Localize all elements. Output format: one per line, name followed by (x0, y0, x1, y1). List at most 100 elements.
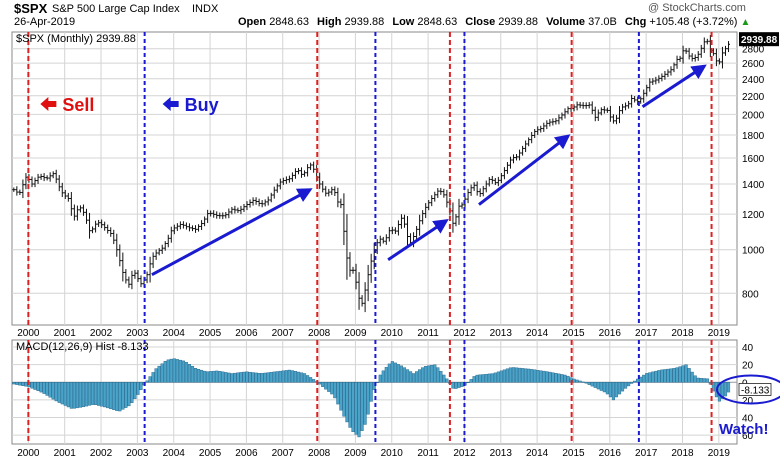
macd-hist-bar (620, 382, 625, 392)
macd-hist-bar (499, 370, 503, 383)
macd-hist-bar (681, 365, 685, 383)
macd-x-tick-label: 2002 (90, 448, 113, 459)
macd-x-tick-label: 2010 (381, 448, 404, 459)
macd-hist-bar (293, 371, 298, 383)
macd-hist-bar (502, 369, 506, 383)
macd-hist-bar (645, 373, 649, 383)
macd-hist-bar (633, 380, 637, 383)
macd-hist-bar (354, 382, 358, 435)
open-label: Open (238, 16, 267, 28)
macd-hist-bar (109, 382, 113, 410)
macd-hist-bar (660, 369, 664, 383)
macd-hist-bar (587, 382, 591, 385)
macd-hist-bar (402, 367, 407, 383)
macd-hist-bar (290, 370, 294, 383)
macd-hist-bar (118, 382, 122, 412)
header-exchange: INDX (192, 3, 219, 15)
macd-hist-bar (94, 382, 98, 405)
macd-hist-bar (424, 366, 428, 383)
macd-hist-bar (466, 382, 470, 384)
macd-hist-bar (484, 373, 488, 383)
macd-hist-bar (396, 364, 400, 383)
price-x-tick-label: 2015 (562, 328, 585, 339)
macd-hist-bar (103, 382, 107, 408)
buy-arrow-icon (162, 97, 179, 111)
macd-hist-bar (378, 374, 382, 383)
macd-hist-bar (333, 382, 337, 399)
macd-hist-bar (24, 382, 28, 387)
macd-hist-bar (139, 382, 143, 390)
macd-hist-bar (269, 372, 273, 383)
macd-hist-bar (236, 372, 240, 383)
macd-hist-bar (639, 376, 643, 383)
macd-hist-bar (581, 381, 585, 383)
macd-y-tick-label: 40 (742, 414, 754, 425)
macd-hist-bar (442, 374, 446, 383)
macd-hist-bar (151, 372, 155, 383)
macd-hist-bar (487, 373, 491, 383)
macd-x-tick-label: 2009 (344, 448, 367, 459)
macd-hist-bar (705, 378, 709, 383)
macd-hist-bar (490, 373, 494, 383)
macd-hist-bar (15, 382, 19, 385)
macd-hist-bar (348, 382, 352, 428)
macd-hist-bar (175, 359, 179, 383)
macd-hist-bar (275, 371, 279, 383)
macd-x-tick-label: 2017 (635, 448, 658, 459)
up-arrow-icon: ▲ (740, 17, 751, 28)
macd-hist-bar (42, 382, 46, 394)
macd-y-tick-label: 60 (742, 431, 754, 442)
macd-hist-bar (296, 371, 301, 383)
price-y-tick-label: 1000 (742, 246, 765, 257)
price-y-tick-label: 800 (742, 289, 759, 300)
macd-hist-bar (545, 371, 549, 383)
macd-hist-bar (63, 382, 67, 406)
macd-hist-bar (548, 371, 552, 383)
macd-histogram (12, 358, 731, 438)
macd-hist-bar (66, 382, 70, 408)
price-last-tag: 2939.88 (741, 35, 778, 46)
macd-hist-bar (187, 364, 192, 383)
macd-hist-bar (321, 382, 325, 387)
macd-hist-bar (702, 378, 706, 383)
macd-hist-bar (157, 365, 161, 383)
macd-hist-bar (514, 367, 519, 383)
macd-hist-bar (39, 382, 43, 393)
macd-hist-bar (209, 371, 213, 383)
macd-hist-bar (572, 378, 576, 383)
macd-hist-bar (690, 371, 694, 383)
price-x-tick-label: 2009 (344, 328, 367, 339)
price-x-tick-label: 2010 (381, 328, 404, 339)
macd-hist-bar (163, 361, 167, 383)
header-name: S&P 500 Large Cap Index (52, 3, 180, 15)
macd-hist-bar (418, 369, 422, 383)
macd-hist-bar (242, 371, 246, 383)
price-y-tick-label: 1800 (742, 131, 765, 142)
macd-y-tick-label: 20 (742, 396, 754, 407)
macd-hist-bar (81, 382, 86, 408)
price-y-tick-label: 2000 (742, 110, 765, 121)
macd-hist-bar (393, 362, 397, 383)
price-x-tick-label: 2016 (599, 328, 622, 339)
trend-arrow (641, 64, 707, 108)
macd-hist-bar (593, 382, 597, 388)
price-y-tick-label: 2400 (742, 75, 765, 86)
price-x-tick-label: 2003 (126, 328, 149, 339)
macd-hist-bar (415, 371, 419, 383)
macd-hist-bar (675, 367, 679, 383)
macd-hist-bar (599, 382, 603, 391)
macd-hist-bar (299, 372, 304, 383)
macd-hist-bar (508, 367, 513, 383)
macd-x-tick-label: 2019 (708, 448, 731, 459)
macd-hist-bar (78, 382, 83, 408)
macd-hist-bar (436, 367, 440, 383)
macd-hist-bar (536, 370, 540, 383)
macd-hist-bar (263, 372, 267, 383)
macd-hist-bar (245, 371, 249, 383)
macd-hist-bar (430, 365, 434, 383)
macd-hist-bar (614, 382, 619, 398)
price-x-tick-label: 2006 (235, 328, 258, 339)
macd-hist-bar (330, 382, 334, 395)
macd-hist-bar (33, 382, 37, 390)
price-x-tick-label: 2014 (526, 328, 549, 339)
